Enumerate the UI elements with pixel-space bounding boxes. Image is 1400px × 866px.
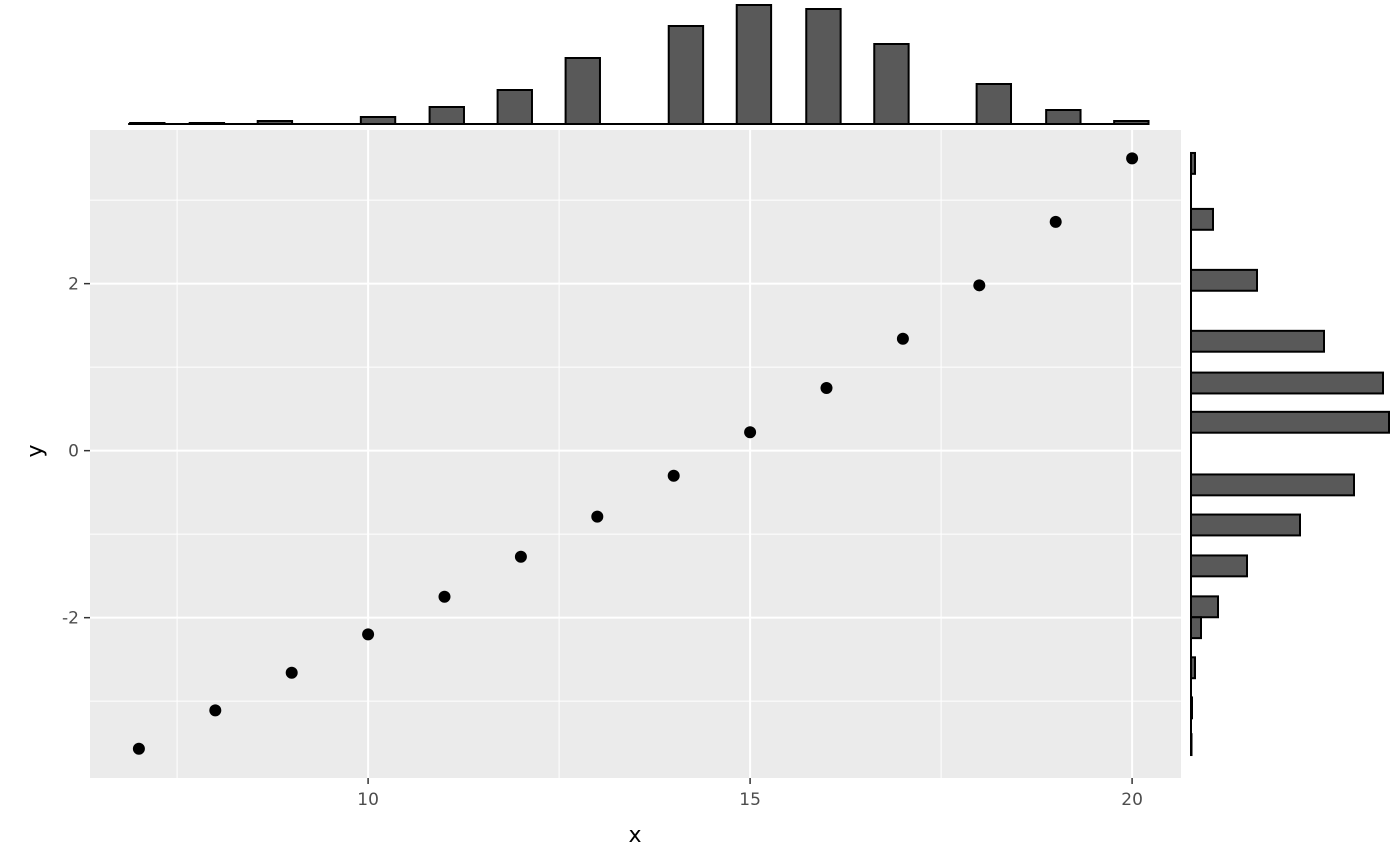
right-histogram-bar	[1190, 268, 1258, 292]
top-histogram-bar	[873, 43, 910, 125]
y-axis-title: y	[23, 444, 48, 457]
data-point	[896, 332, 909, 345]
y-tick-label: 2	[68, 275, 79, 295]
top-histogram-bar	[359, 116, 397, 125]
right-histogram-bar	[1190, 595, 1219, 619]
y-tick-label: -2	[62, 609, 79, 629]
right-histogram-bar	[1190, 410, 1390, 434]
right-histogram-bar	[1190, 329, 1325, 353]
top-histogram-bar	[1045, 109, 1082, 125]
right-histogram-bar	[1190, 151, 1196, 175]
right-histogram-bar	[1190, 656, 1196, 680]
top-histogram-bar	[805, 8, 842, 125]
top-histogram-bar	[975, 83, 1013, 125]
data-point	[1126, 152, 1139, 165]
plot-panel	[90, 130, 1181, 778]
data-point	[285, 666, 298, 679]
right-histogram-bar	[1190, 207, 1214, 231]
right-histogram-bar	[1190, 616, 1202, 640]
right-histogram-bar	[1190, 513, 1301, 537]
data-point	[591, 510, 604, 523]
data-point	[667, 469, 680, 482]
right-histogram-bar	[1190, 696, 1193, 720]
data-point	[744, 426, 757, 439]
data-point	[973, 279, 986, 292]
right-histogram-bar	[1190, 473, 1355, 497]
data-point	[514, 550, 527, 563]
top-histogram-bar	[428, 106, 465, 125]
points	[132, 152, 1139, 755]
top-histogram-bar	[667, 25, 705, 125]
data-point	[132, 742, 145, 755]
grid-lines	[90, 130, 1181, 778]
top-marginal-histogram	[128, 4, 1150, 125]
data-point	[209, 704, 222, 717]
data-point	[820, 382, 833, 395]
right-histogram-bar	[1190, 371, 1384, 395]
x-tick-label: 20	[1121, 790, 1143, 810]
top-histogram-bar	[256, 120, 294, 125]
top-histogram-bar	[735, 4, 773, 125]
top-histogram-bar	[496, 89, 533, 125]
data-point	[362, 628, 375, 641]
right-histogram-bar	[1190, 554, 1248, 578]
top-histogram-bar	[129, 122, 166, 125]
top-histogram-bar	[188, 122, 226, 125]
top-histogram-bar	[564, 57, 601, 125]
x-tick-label: 15	[739, 790, 761, 810]
right-marginal-histogram	[1190, 151, 1390, 757]
axis-ticks: 10 15 20 -2 0 2	[62, 275, 1143, 810]
y-tick-label: 0	[68, 442, 79, 462]
data-point	[438, 590, 451, 603]
x-axis-title: x	[628, 823, 641, 848]
top-histogram-bar	[1113, 120, 1150, 125]
right-histogram-bar	[1190, 733, 1193, 757]
x-tick-label: 10	[357, 790, 379, 810]
data-point	[1049, 215, 1062, 228]
